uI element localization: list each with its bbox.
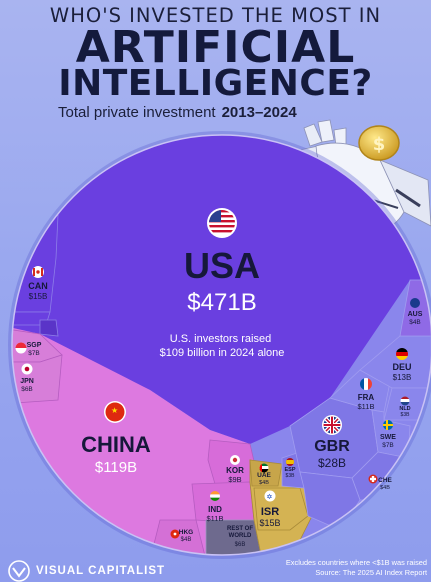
china-flag-icon: ★ <box>104 401 126 423</box>
label-china: CHINA <box>81 432 151 457</box>
uae-flag-icon <box>259 463 269 473</box>
label-ind: IND <box>208 505 222 514</box>
footnote: Excludes countries where <$1B was raised… <box>286 558 427 578</box>
visual-capitalist-logo-icon <box>8 560 30 582</box>
esp-flag-icon <box>286 458 294 466</box>
value-swe: $7B <box>382 442 394 449</box>
value-uae: $4B <box>259 480 269 486</box>
brand: VISUAL CAPITALIST <box>8 560 165 582</box>
label-gbr: GBR <box>314 438 350 455</box>
cell-deu <box>359 335 431 389</box>
label-sgp: SGP <box>27 342 42 349</box>
label-esp: ESP <box>284 467 295 473</box>
label-aus: AUS <box>408 311 423 318</box>
subtitle-period: 2013–2024 <box>221 104 297 121</box>
label-uae: UAE <box>257 472 271 479</box>
brand-name: VISUAL CAPITALIST <box>36 565 166 577</box>
usa-annotation: U.S. investors raised $109 billion in 20… <box>160 333 285 359</box>
cell-rest-of-world <box>205 519 263 555</box>
label-can: CAN <box>28 281 48 291</box>
label-fra: FRA <box>358 393 375 402</box>
coin-icon: $ <box>358 125 400 161</box>
usa-flag-icon <box>207 208 237 238</box>
hkg-flag-icon <box>170 529 180 539</box>
deu-flag-icon <box>396 348 408 360</box>
value-che: $4B <box>380 485 390 491</box>
subtitle-text: Total private investment <box>58 104 216 121</box>
value-sgp: $7B <box>28 350 40 357</box>
value-aus: $4B <box>409 319 421 326</box>
title-line-2: INTELLIGENCE? <box>58 63 373 104</box>
label-che: CHE <box>378 477 392 484</box>
value-rest-of-world: $6B <box>235 542 246 548</box>
value-nld: $3B <box>401 412 411 418</box>
value-gbr: $28B <box>318 456 346 470</box>
cell-fra <box>329 369 393 413</box>
isr-flag-icon: ✡ <box>264 490 276 502</box>
label-usa: USA <box>184 245 260 286</box>
cell-usa <box>12 135 431 444</box>
swe-flag-icon <box>383 420 393 430</box>
title-line-1: ARTIFICIAL <box>75 22 356 73</box>
kicker: WHO'S INVESTED THE MOST IN <box>49 4 382 27</box>
cell-small-na-2 <box>39 319 59 337</box>
value-usa: $471B <box>187 289 256 316</box>
label-hkg: HKG <box>179 529 193 536</box>
can-flag-icon <box>32 266 44 278</box>
jpn-flag-icon <box>21 363 33 375</box>
footnote-source: Source: The 2025 AI Index Report <box>315 568 427 577</box>
label-deu: DEU <box>392 362 411 372</box>
label-swe: SWE <box>380 434 396 441</box>
value-jpn: $6B <box>21 386 33 393</box>
aus-flag-icon <box>410 298 420 308</box>
label-nld: NLD <box>399 406 410 412</box>
value-fra: $11B <box>358 402 375 411</box>
value-kor: $9B <box>228 475 241 484</box>
value-deu: $13B <box>393 373 412 382</box>
che-flag-icon <box>368 474 378 484</box>
nld-flag-icon <box>400 396 410 406</box>
sgp-flag-icon <box>15 342 27 354</box>
label-jpn: JPN <box>20 378 34 385</box>
svg-text:$: $ <box>373 134 386 155</box>
label-isr: ISR <box>261 506 279 518</box>
cell-uae <box>249 459 283 487</box>
chart-border <box>11 134 431 556</box>
label-kor: KOR <box>226 466 244 475</box>
value-esp: $3B <box>286 473 296 479</box>
kor-flag-icon <box>230 455 240 465</box>
value-hkg: $4B <box>181 537 192 543</box>
labels-group: USA$471BCHINA$119BGBR$28BISR$15BCAN$15BD… <box>20 245 423 548</box>
value-ind: $11B <box>207 514 224 523</box>
ind-flag-icon <box>210 491 220 501</box>
gbr-flag-icon <box>322 415 342 435</box>
value-can: $15B <box>29 292 48 301</box>
value-china: $119B <box>95 459 137 476</box>
svg-text:★: ★ <box>111 406 118 415</box>
subtitle: Total private investment 2013–2024 <box>58 104 297 121</box>
footnote-exclusion: Excludes countries where <$1B was raised <box>285 558 427 567</box>
value-isr: $15B <box>259 518 280 528</box>
svg-text:✡: ✡ <box>267 493 273 501</box>
fra-flag-icon <box>360 378 372 390</box>
label-rest-of-world: REST OF WORLD <box>227 526 253 539</box>
